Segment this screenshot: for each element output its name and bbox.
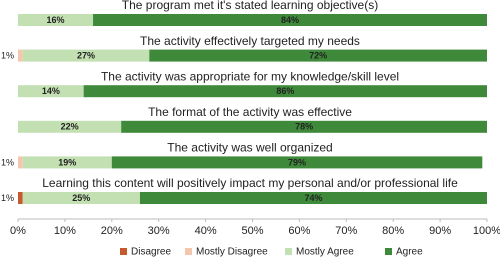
row-title: The activity effectively targeted my nee… <box>140 34 360 48</box>
bar-segment <box>149 49 487 62</box>
value-label: 1% <box>1 50 14 60</box>
bar-segment <box>18 120 122 133</box>
x-tick-label: 20% <box>101 225 123 237</box>
x-tick-label: 50% <box>241 225 263 237</box>
bar-segment <box>139 192 487 204</box>
x-tick-label: 80% <box>382 225 404 237</box>
row-title: Learning this content will positively im… <box>42 176 458 190</box>
bar-segment <box>93 14 487 26</box>
value-label: 78% <box>295 122 313 132</box>
legend-label: Mostly Agree <box>296 247 354 258</box>
value-label: 74% <box>304 193 322 203</box>
legend-swatch <box>385 248 392 255</box>
legend-label: Mostly Disagree <box>196 247 268 258</box>
legend-swatch <box>285 248 292 255</box>
x-tick-label: 100% <box>473 225 500 237</box>
row-title: The program met it's stated learning obj… <box>122 0 378 12</box>
x-tick-label: 40% <box>195 225 217 237</box>
value-label: 25% <box>72 193 90 203</box>
bar-segment <box>18 14 94 26</box>
value-label: 72% <box>309 50 327 60</box>
value-label: 1% <box>1 193 14 203</box>
legend-swatch <box>120 248 127 255</box>
legend-swatch <box>185 248 192 255</box>
value-label: 27% <box>77 50 95 60</box>
legend-label: Disagree <box>131 247 171 258</box>
legend-label: Agree <box>396 247 423 258</box>
row-title: The activity was well organized <box>167 141 332 155</box>
bar-segment <box>18 156 23 169</box>
bar-segment <box>83 85 487 98</box>
row-title: The format of the activity was effective <box>148 105 352 119</box>
value-label: 84% <box>281 15 299 25</box>
value-label: 14% <box>42 86 60 96</box>
bar-segment <box>121 120 488 133</box>
bar-segment <box>18 192 23 204</box>
x-tick-label: 60% <box>288 225 310 237</box>
x-tick-label: 70% <box>335 225 357 237</box>
value-label: 1% <box>1 157 14 167</box>
bar-segment <box>22 156 112 169</box>
value-label: 19% <box>58 157 76 167</box>
bar-segment <box>111 156 483 169</box>
x-tick-label: 90% <box>429 225 451 237</box>
x-tick-label: 30% <box>148 225 170 237</box>
bar-segment <box>18 85 84 98</box>
value-label: 22% <box>61 122 79 132</box>
bar-segment <box>22 49 150 62</box>
value-label: 79% <box>288 157 306 167</box>
bar-segment <box>18 49 23 62</box>
x-tick-label: 10% <box>54 225 76 237</box>
value-label: 86% <box>276 86 294 96</box>
bar-segment <box>22 192 140 204</box>
value-label: 16% <box>47 15 65 25</box>
x-tick-label: 0% <box>10 225 26 237</box>
row-title: The activity was appropriate for my know… <box>101 69 399 83</box>
